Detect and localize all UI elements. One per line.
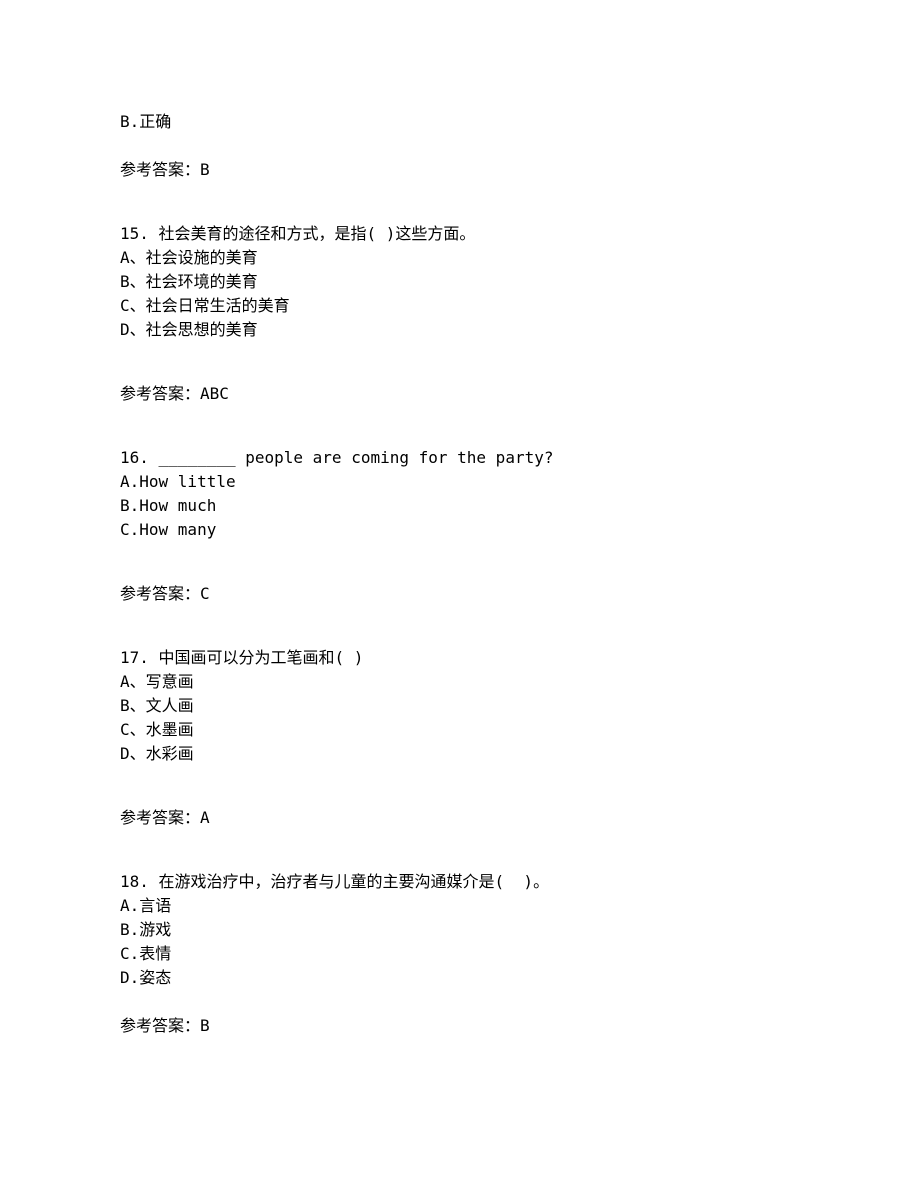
q17-answer: 参考答案：A [120, 806, 800, 830]
q17-option-b: B、文人画 [120, 694, 800, 718]
q18-answer: 参考答案：B [120, 1014, 800, 1038]
question-16: 16. ________ people are coming for the p… [120, 446, 800, 542]
q18-option-c: C.表情 [120, 942, 800, 966]
q15-option-a: A、社会设施的美育 [120, 246, 800, 270]
q16-option-c: C.How many [120, 518, 800, 542]
q17-stem: 17. 中国画可以分为工笔画和( ) [120, 646, 800, 670]
q15-option-b: B、社会环境的美育 [120, 270, 800, 294]
q16-option-b: B.How much [120, 494, 800, 518]
prev-option-b: B.正确 [120, 110, 800, 134]
q17-option-a: A、写意画 [120, 670, 800, 694]
q15-stem: 15. 社会美育的途径和方式，是指( )这些方面。 [120, 222, 800, 246]
q15-answer: 参考答案：ABC [120, 382, 800, 406]
q18-option-d: D.姿态 [120, 966, 800, 990]
prev-answer: 参考答案：B [120, 158, 800, 182]
question-18: 18. 在游戏治疗中，治疗者与儿童的主要沟通媒介是( )。 A.言语 B.游戏 … [120, 870, 800, 990]
q16-stem: 16. ________ people are coming for the p… [120, 446, 800, 470]
question-17: 17. 中国画可以分为工笔画和( ) A、写意画 B、文人画 C、水墨画 D、水… [120, 646, 800, 766]
q15-option-c: C、社会日常生活的美育 [120, 294, 800, 318]
question-15: 15. 社会美育的途径和方式，是指( )这些方面。 A、社会设施的美育 B、社会… [120, 222, 800, 342]
q17-option-c: C、水墨画 [120, 718, 800, 742]
q16-option-a: A.How little [120, 470, 800, 494]
q18-option-a: A.言语 [120, 894, 800, 918]
q15-option-d: D、社会思想的美育 [120, 318, 800, 342]
q17-option-d: D、水彩画 [120, 742, 800, 766]
q16-answer: 参考答案：C [120, 582, 800, 606]
q18-stem: 18. 在游戏治疗中，治疗者与儿童的主要沟通媒介是( )。 [120, 870, 800, 894]
q18-option-b: B.游戏 [120, 918, 800, 942]
